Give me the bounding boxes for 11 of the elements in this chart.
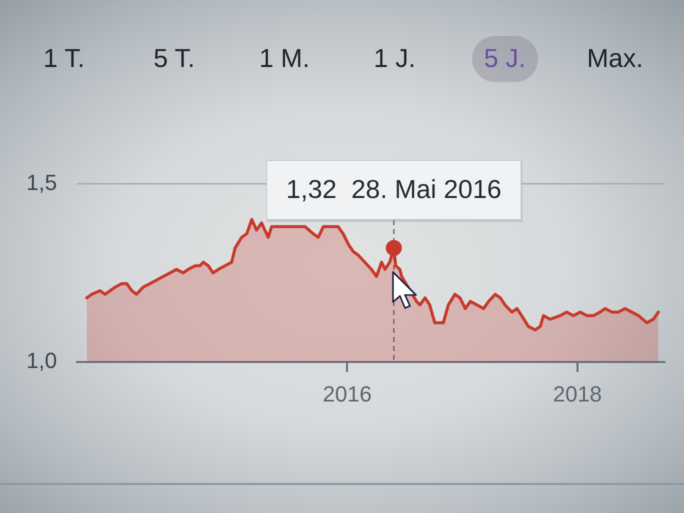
text: 1 T. <box>42 42 86 75</box>
range-button: 5 J. <box>472 36 538 82</box>
y-tick-label: 1,5 <box>26 170 57 195</box>
y-tick-label: 1,0 <box>26 348 57 374</box>
text: Max. <box>586 42 644 75</box>
x-tick-label: 2016 <box>322 381 372 406</box>
text: 5 T. <box>152 42 196 75</box>
text: 1 J. <box>372 42 417 75</box>
x-tick-label: 2018 <box>552 381 602 406</box>
text: 1 M. <box>258 42 311 75</box>
annotation: 1,32 28. Mai 2016 <box>286 174 502 204</box>
